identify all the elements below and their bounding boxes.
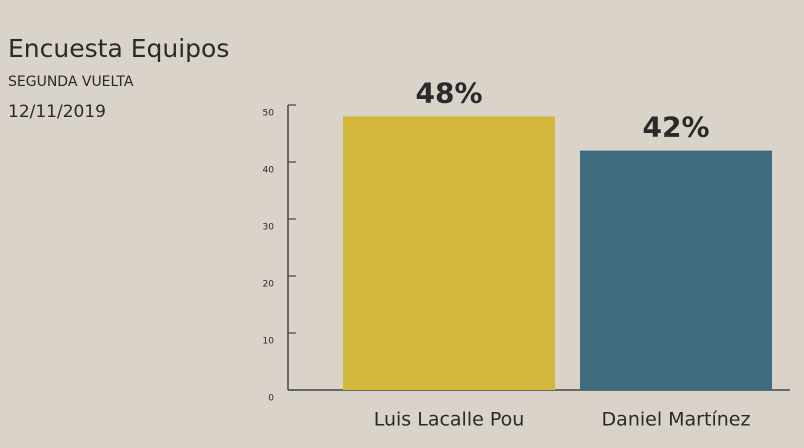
x-tick-label: Daniel Martínez [602,409,751,431]
data-label: 48% [415,76,482,109]
bar [580,150,772,390]
bar [343,116,555,391]
chart-subtitle: SEGUNDA VUELTA [8,74,134,90]
y-tick-label: 50 [263,109,275,119]
y-tick-label: 20 [263,280,275,290]
y-tick-label: 10 [263,337,275,347]
data-label: 42% [642,111,709,144]
chart-date: 12/11/2019 [8,102,106,122]
x-tick-label: Luis Lacalle Pou [374,409,525,431]
y-tick-label: 40 [263,166,275,176]
y-tick-label: 30 [263,223,275,233]
y-tick-label: 0 [268,394,274,404]
chart-title: Encuesta Equipos [8,34,229,63]
